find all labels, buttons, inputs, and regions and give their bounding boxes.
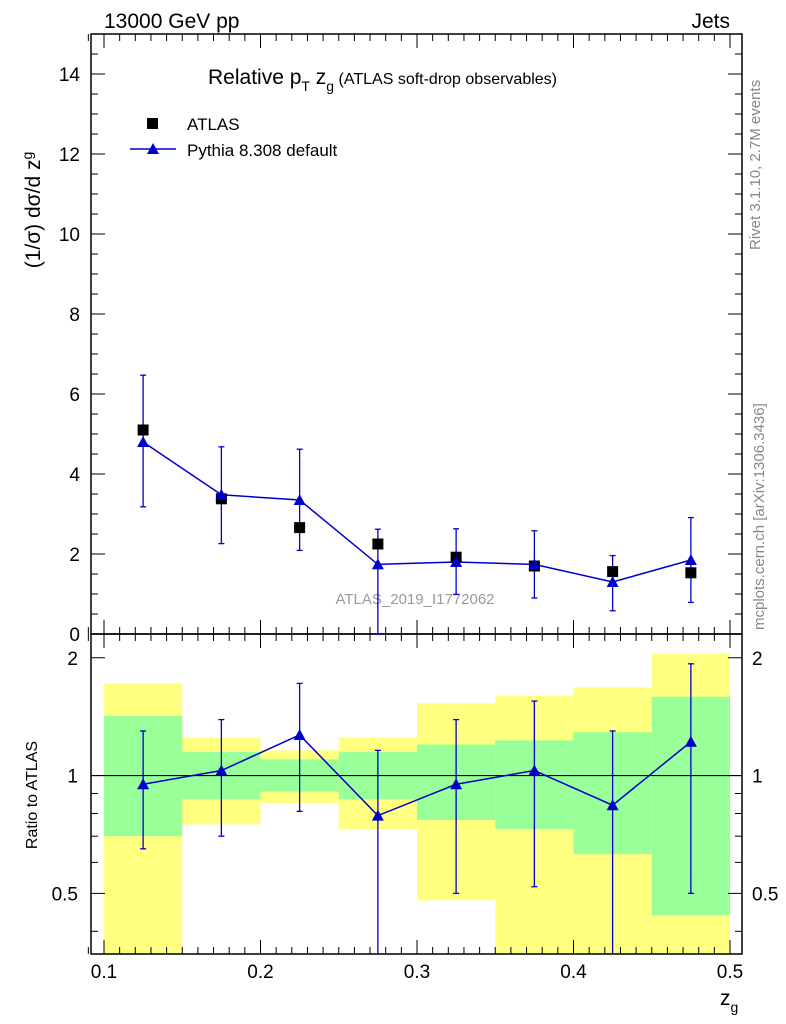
header-jets-label: Jets: [691, 10, 730, 33]
main-plot-frame: 0 2 4 6 8 10 12 14: [59, 33, 743, 646]
legend-mc-marker: [147, 143, 159, 154]
mc-point: [137, 436, 150, 447]
mc-point: [606, 576, 619, 587]
ratio-plot-frame: 0.1 0.2 0.3 0.4 0.5 0.5 0.5 1 1 2 2: [52, 633, 778, 983]
x-tick-label: 0.5: [717, 962, 743, 983]
mc-point: [684, 554, 697, 565]
ratio-point: [450, 778, 463, 790]
mc-point: [371, 558, 384, 570]
ratio-point: [528, 764, 541, 776]
legend-data-marker: [147, 118, 158, 129]
data-point: [607, 566, 619, 578]
ratio-point: [215, 764, 228, 776]
main-y-tick-label: 8: [69, 305, 80, 326]
ratio-uncertainty-bands: [104, 653, 730, 954]
plot-title: Relative pT zg (ATLAS soft-drop observab…: [208, 66, 557, 94]
main-y-tick-label: 4: [69, 465, 80, 486]
data-point: [685, 567, 697, 579]
ratio-series-layer: [137, 663, 697, 954]
header-energy-label: 13000 GeV pp: [104, 10, 239, 33]
x-tick-label: 0.2: [247, 962, 273, 983]
main-y-axis-label: (1/σ) dσ/d zg: [19, 152, 45, 269]
mc-series-line: [142, 441, 692, 583]
mc-point: [450, 556, 463, 567]
data-point: [372, 538, 384, 550]
ratio-point: [137, 778, 150, 790]
data-point: [294, 522, 306, 534]
mc-point: [293, 494, 306, 505]
legend-mc-label: Pythia 8.308 default: [187, 141, 338, 160]
mc-point: [215, 488, 228, 500]
mc-point: [528, 558, 541, 570]
ratio-point: [606, 799, 619, 811]
ratio-point: [684, 735, 697, 747]
ratio-y-axis-label: Ratio to ATLAS: [24, 741, 41, 849]
x-tick-label: 0.3: [404, 962, 430, 983]
ratio-point: [371, 809, 384, 821]
ratio-y-tick-label: 1: [67, 767, 78, 788]
analysis-watermark: ATLAS_2019_I1772062: [335, 591, 494, 608]
ratio-y-tick-label: 2: [67, 649, 78, 670]
main-y-tick-label: 14: [59, 65, 81, 86]
main-y-tick-label: 6: [69, 385, 80, 406]
x-tick-label: 0.1: [91, 962, 117, 983]
main-y-tick-label: 0: [69, 625, 80, 646]
ratio-point: [293, 728, 306, 740]
ratio-y-tick-label-right: 0.5: [752, 884, 778, 905]
ratio-y-tick-label: 0.5: [52, 884, 78, 905]
main-y-tick-label: 2: [69, 545, 80, 566]
ratio-y-tick-label-right: 2: [752, 649, 763, 670]
x-axis-label: zg: [720, 987, 738, 1015]
main-y-tick-label: 10: [59, 225, 80, 246]
mcplots-label: mcplots.cern.ch [arXiv:1306.3436]: [751, 403, 768, 630]
main-series-layer: [137, 374, 697, 635]
data-point: [137, 424, 149, 436]
ratio-series-line: [142, 734, 692, 817]
x-tick-label: 0.4: [560, 962, 587, 983]
rivet-version-label: Rivet 3.1.10, 2.7M events: [747, 80, 764, 250]
main-y-tick-label: 12: [59, 145, 80, 166]
legend-data-label: ATLAS: [187, 115, 240, 134]
legend: ATLAS Pythia 8.308 default: [130, 115, 338, 160]
ratio-y-tick-label-right: 1: [752, 767, 763, 788]
